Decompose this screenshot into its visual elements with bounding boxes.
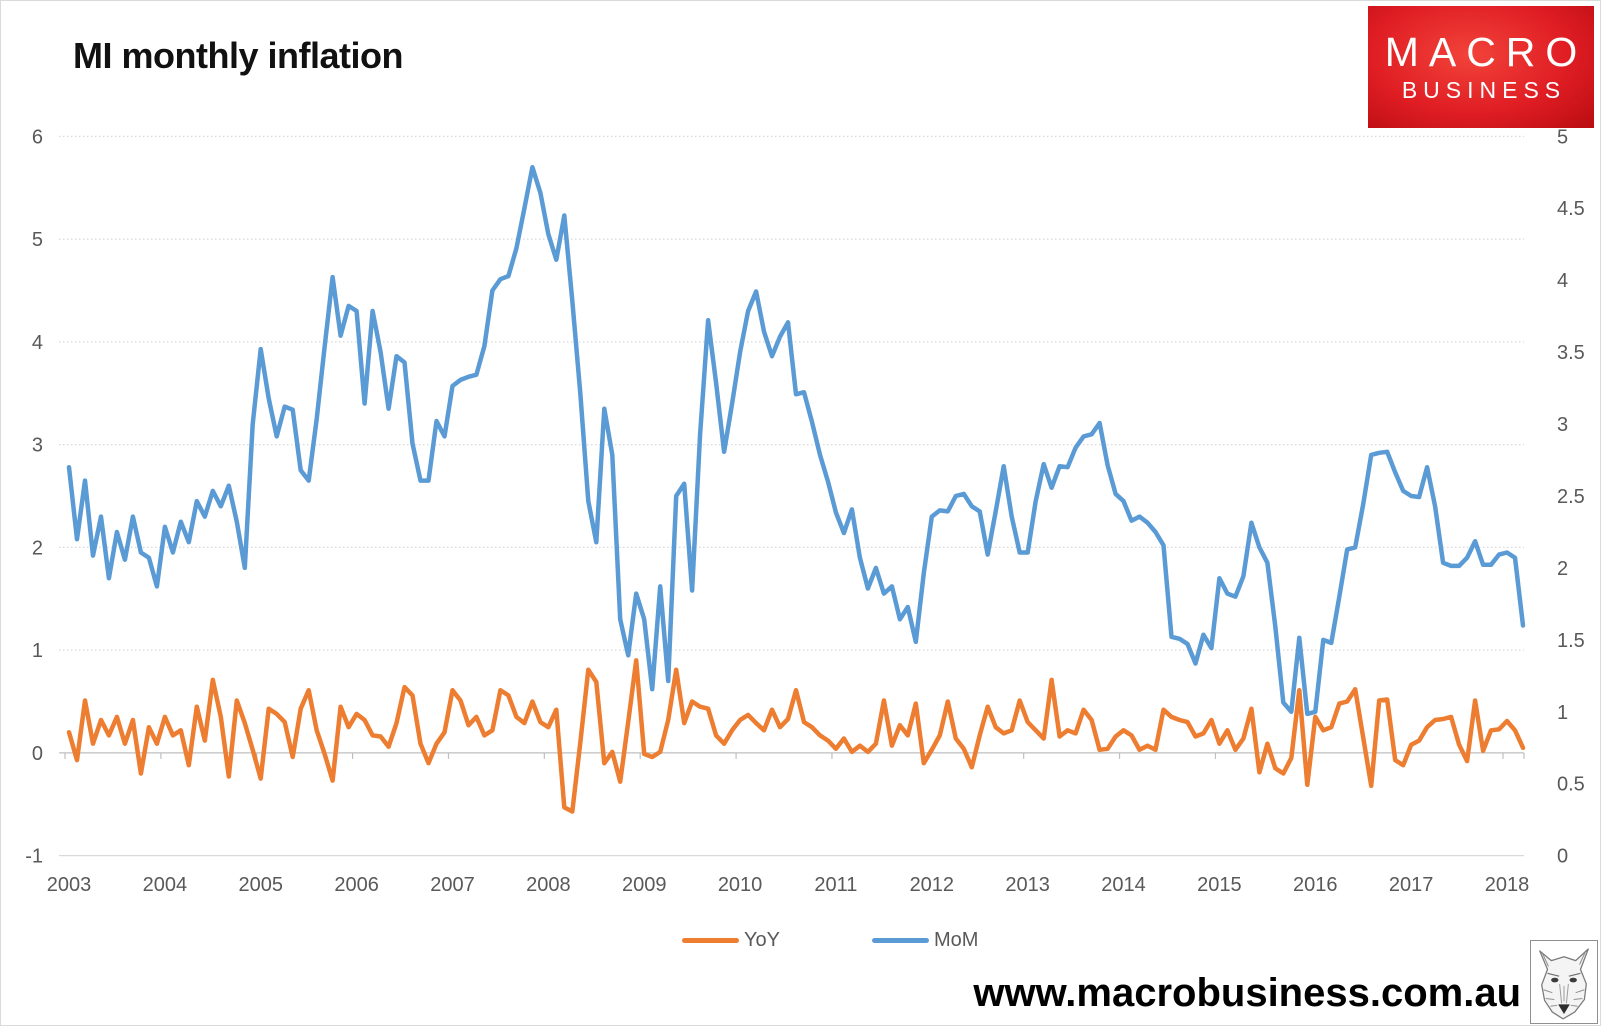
x-axis-year-label: 2014 bbox=[1101, 874, 1146, 896]
x-axis-year-label: 2007 bbox=[430, 874, 475, 896]
x-axis-year-label: 2017 bbox=[1389, 874, 1434, 896]
yoy-line-swatch-icon bbox=[682, 938, 739, 943]
right-axis-tick-label: 5 bbox=[1557, 126, 1568, 148]
left-axis-tick-label: 1 bbox=[32, 640, 43, 662]
left-axis-tick-label: 5 bbox=[32, 229, 43, 251]
x-axis-year-label: 2003 bbox=[47, 874, 92, 896]
right-axis-tick-label: 3 bbox=[1557, 414, 1568, 436]
right-axis-tick-label: 2 bbox=[1557, 558, 1568, 580]
x-axis-year-label: 2012 bbox=[910, 874, 955, 896]
wolf-logo bbox=[1530, 940, 1598, 1024]
x-axis-year-label: 2016 bbox=[1293, 874, 1338, 896]
footer-url: www.macrobusiness.com.au bbox=[973, 971, 1521, 1015]
legend-label-mom: MoM bbox=[933, 929, 979, 951]
x-axis-year-label: 2006 bbox=[334, 874, 379, 896]
right-axis-tick-label: 1 bbox=[1557, 702, 1568, 724]
right-axis-tick-label: 0.5 bbox=[1557, 774, 1585, 796]
right-axis-tick-label: 3.5 bbox=[1557, 342, 1585, 364]
mom-line-swatch-icon bbox=[871, 938, 929, 943]
wolf-icon bbox=[1539, 948, 1589, 1020]
left-axis-tick-label: 2 bbox=[32, 537, 43, 559]
x-axis-year-label: 2010 bbox=[718, 874, 763, 896]
chart-title: MI monthly inflation bbox=[73, 35, 403, 76]
macrobusiness-logo: MACRO BUSINESS bbox=[1368, 6, 1594, 128]
x-axis-year-label: 2005 bbox=[238, 874, 283, 896]
x-axis-year-label: 2013 bbox=[1005, 874, 1050, 896]
right-axis-tick-label: 4.5 bbox=[1557, 198, 1585, 220]
left-axis-tick-label: 6 bbox=[32, 126, 43, 148]
right-axis-tick-label: 2.5 bbox=[1557, 486, 1585, 508]
right-axis-tick-label: 1.5 bbox=[1557, 630, 1585, 652]
x-axis-year-label: 2011 bbox=[814, 874, 857, 896]
legend-label-yoy: YoY bbox=[744, 929, 780, 951]
left-axis-tick-label: 0 bbox=[32, 743, 43, 765]
legend-item-mom: MoM bbox=[871, 929, 979, 952]
logo-macro-text: MACRO bbox=[1384, 29, 1588, 75]
left-axis-tick-label: 3 bbox=[32, 435, 43, 457]
x-axis-year-label: 2018 bbox=[1485, 874, 1530, 896]
left-axis-tick-label: 4 bbox=[32, 332, 43, 354]
right-axis-tick-label: 0 bbox=[1557, 846, 1568, 868]
legend-item-yoy: YoY bbox=[682, 929, 780, 952]
x-axis-year-label: 2015 bbox=[1197, 874, 1242, 896]
mom-series-line bbox=[66, 164, 1526, 717]
logo-business-text: BUSINESS bbox=[1401, 77, 1567, 103]
chart-legend: YoY MoM bbox=[682, 929, 978, 952]
right-axis-tick-label: 4 bbox=[1557, 270, 1568, 292]
left-axis-tick-label: -1 bbox=[25, 846, 43, 868]
yoy-series-line bbox=[66, 658, 1526, 814]
x-axis-year-label: 2008 bbox=[526, 874, 571, 896]
x-axis-year-label: 2004 bbox=[143, 874, 188, 896]
x-axis-year-label: 2009 bbox=[622, 874, 667, 896]
